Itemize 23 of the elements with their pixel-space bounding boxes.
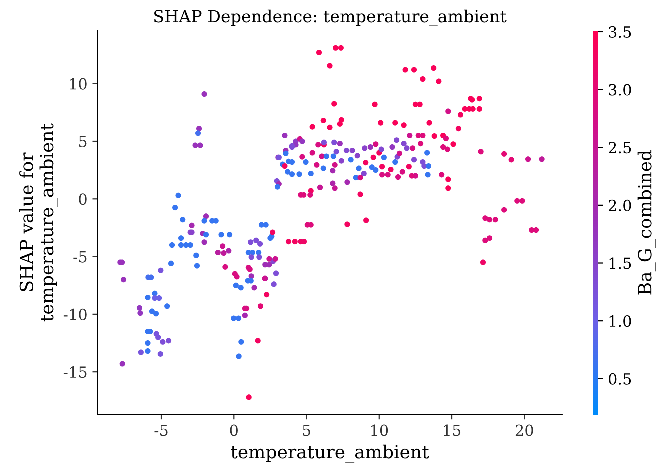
y-axis-title: SHAP value for temperature_ambient [20, 124, 58, 322]
color-bar-label: 2.5 [609, 142, 632, 154]
y-tick-label: 10 [70, 78, 87, 90]
y-tick-label: -15 [64, 366, 87, 378]
x-tick-label: 15 [444, 424, 461, 436]
x-tick-label: 5 [303, 424, 310, 436]
chart-title: SHAP Dependence: temperature_ambient [154, 10, 507, 26]
color-bar-label: 3.0 [609, 84, 632, 96]
x-tick-label: 0 [230, 424, 238, 436]
y-tick-label: 0 [79, 194, 87, 206]
y-tick-label: 5 [79, 136, 87, 148]
color-bar-label: 3.5 [609, 26, 632, 38]
x-tick-label: 20 [516, 424, 534, 436]
x-tick-label: -5 [154, 424, 168, 436]
color-bar-label: 1.5 [610, 258, 632, 270]
y-tick-label: -10 [64, 308, 87, 320]
x-tick-label: 10 [372, 424, 388, 436]
color-bar-label: 1.0 [610, 316, 632, 328]
color-bar-label: 2.0 [609, 200, 632, 212]
color-bar-title: Ba_G_combined [638, 150, 656, 295]
y-tick-label: -5 [74, 251, 87, 263]
x-axis-title: temperature_ambient [231, 444, 430, 463]
color-bar-label: 0.5 [608, 373, 632, 385]
